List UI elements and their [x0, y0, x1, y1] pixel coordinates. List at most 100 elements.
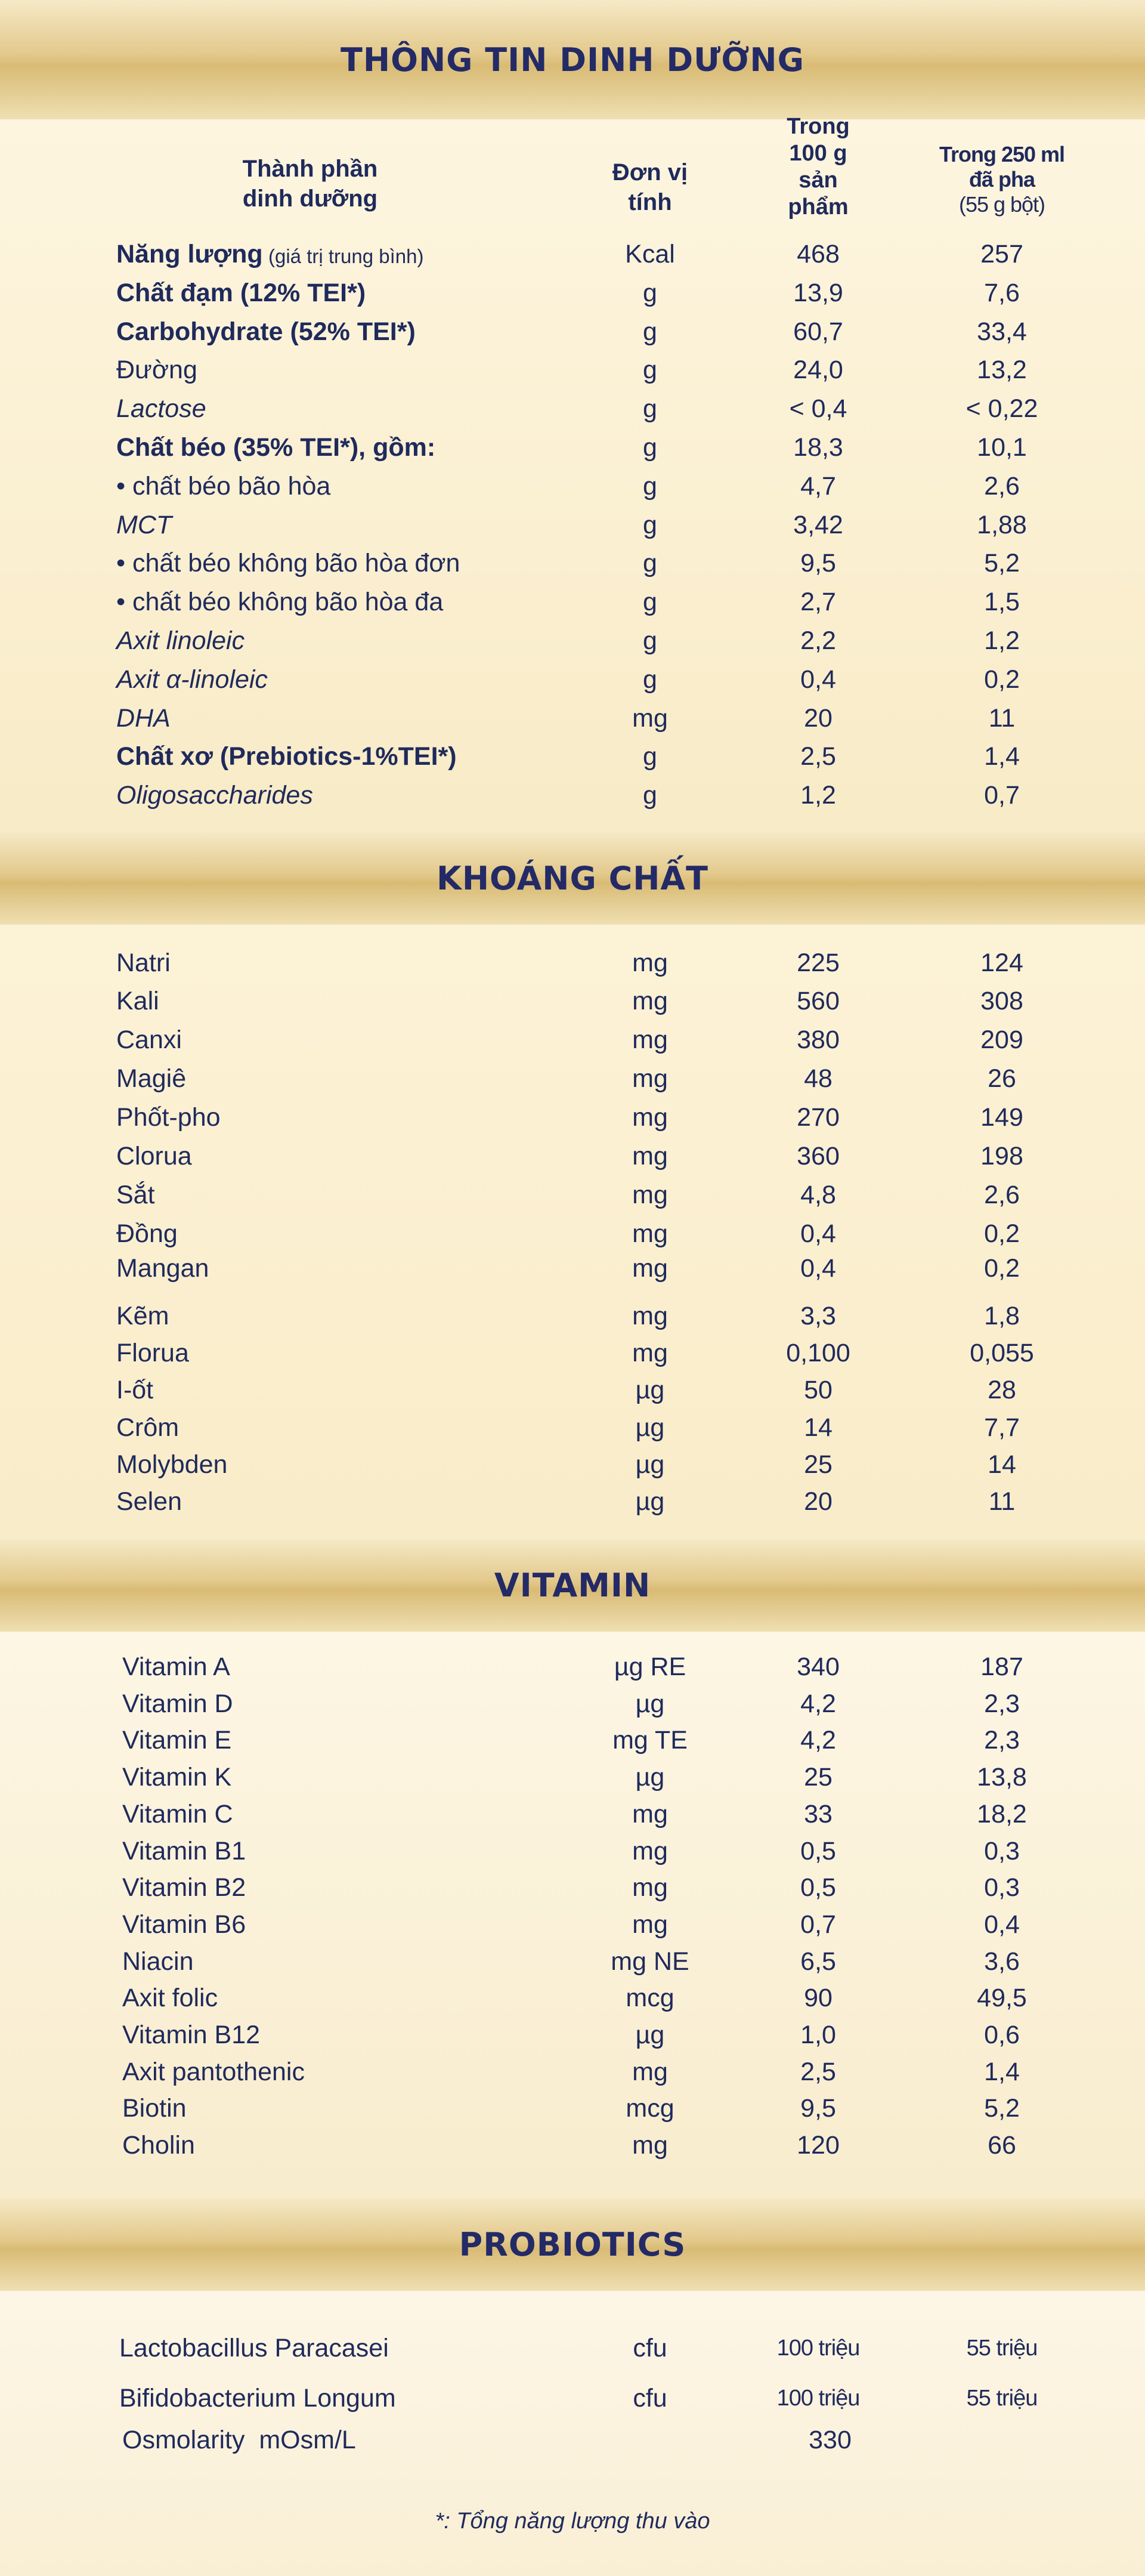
table-row: Axit folic mcg 90 49,5 — [0, 1981, 1145, 2015]
table-row: Vitamin B6 mg 0,7 0,4 — [0, 1908, 1145, 1941]
section-band-vitamins: VITAMIN — [0, 1539, 1145, 1632]
section-band-minerals: KHOÁNG CHẤT — [0, 832, 1145, 925]
table-row: Phốt-pho mg 270 149 — [0, 1101, 1145, 1134]
table-row: Florua mg 0,100 0,055 — [0, 1336, 1145, 1370]
table-row: Biotin mcg 9,5 5,2 — [0, 2092, 1145, 2125]
nutrient-name: Lactobacillus Paracasei — [119, 2334, 389, 2362]
section-title: VITAMIN — [494, 1567, 651, 1604]
nutrient-name: Florua — [116, 1339, 189, 1367]
nutrient-name: MCT — [116, 510, 172, 539]
section-band-main: THÔNG TIN DINH DƯỠNG — [0, 0, 1145, 119]
nutrition-panel — [0, 119, 1145, 832]
nutrient-name: I-ốt — [116, 1376, 154, 1404]
table-row: Kẽm mg 3,3 1,8 — [0, 1299, 1145, 1333]
nutrient-name: Năng lượng — [116, 240, 263, 268]
nutrient-name: Natri — [116, 949, 171, 977]
nutrient-name: Kali — [116, 987, 159, 1015]
table-row: Clorua mg 360 198 — [0, 1139, 1145, 1173]
nutrient-name: Đồng — [116, 1219, 178, 1248]
nutrient-name: Vitamin B6 — [122, 1910, 246, 1939]
header-per250ml: Trong 250 ml đã pha (55 g bột) — [939, 142, 1065, 217]
osmolarity-row: Osmolarity mOsm/L 330 — [0, 2423, 1145, 2457]
table-row: Chất xơ (Prebiotics-1%TEI*) g 2,5 1,4 — [0, 740, 1145, 773]
nutrient-name: Magiê — [116, 1064, 187, 1093]
nutrient-name: Đường — [116, 356, 197, 385]
table-row: Axit α-linoleic g 0,4 0,2 — [0, 663, 1145, 696]
nutrient-name: Sắt — [116, 1181, 155, 1209]
nutrient-name: Vitamin E — [122, 1726, 232, 1755]
probiotics-panel — [0, 2291, 1145, 2576]
table-row: Molybden µg 25 14 — [0, 1448, 1145, 1481]
table-row: Chất béo (35% TEI*), gồm: g 18,3 10,1 — [0, 431, 1145, 464]
nutrient-name: Vitamin A — [122, 1653, 230, 1681]
table-row: Axit linoleic g 2,2 1,2 — [0, 624, 1145, 657]
table-row: • chất béo bão hòa g 4,7 2,6 — [0, 470, 1145, 503]
nutrient-name: Vitamin C — [122, 1799, 233, 1828]
section-title: PROBIOTICS — [459, 2226, 686, 2263]
nutrient-name: Niacin — [122, 1947, 194, 1976]
nutrient-name: Phốt-pho — [116, 1103, 221, 1132]
nutrient-name: Vitamin B12 — [122, 2021, 261, 2049]
table-row: Lactobacillus Paracasei cfu 100 triệu 55 tr… — [0, 2331, 1145, 2365]
table-row: Sắt mg 4,8 2,6 — [0, 1178, 1145, 1212]
osmolarity-label: Osmolarity mOsm/L — [122, 2426, 356, 2454]
nutrient-name: • chất béo không bão hòa đa — [116, 588, 444, 617]
table-row: Axit pantothenic mg 2,5 1,4 — [0, 2055, 1145, 2089]
header-per100g: Trong 100 g sản phẩm — [787, 114, 850, 220]
nutrient-name: Vitamin K — [122, 1763, 232, 1792]
nutrient-name: Kẽm — [116, 1302, 169, 1330]
table-row: MCT g 3,42 1,88 — [0, 508, 1145, 542]
table-row: Cholin mg 120 66 — [0, 2129, 1145, 2162]
table-row: I-ốt µg 50 28 — [0, 1373, 1145, 1407]
table-row: Crôm µg 14 7,7 — [0, 1411, 1145, 1444]
nutrient-name: DHA — [116, 703, 171, 733]
nutrient-name: Vitamin D — [122, 1689, 233, 1718]
table-row: Oligosaccharides g 1,2 0,7 — [0, 779, 1145, 812]
vitamins-panel — [0, 1632, 1145, 2198]
table-row: • chất béo không bão hòa đơn g 9,5 5,2 — [0, 546, 1145, 580]
nutrient-name: Cholin — [122, 2131, 195, 2160]
nutrient-name: Axit pantothenic — [122, 2057, 305, 2086]
table-row: Vitamin B2 mg 0,5 0,3 — [0, 1871, 1145, 1904]
table-row: Chất đạm (12% TEI*) g 13,9 7,6 — [0, 276, 1145, 310]
table-row: • chất béo không bão hòa đa g 2,7 1,5 — [0, 585, 1145, 619]
nutrient-name: Mangan — [116, 1254, 209, 1283]
nutrient-name: Chất đạm (12% TEI*) — [116, 278, 366, 307]
nutrient-note: (giá trị trung bình) — [268, 245, 424, 267]
table-row: Mangan mg 0,4 0,2 — [0, 1252, 1145, 1285]
nutrient-name: • chất béo không bão hòa đơn — [116, 549, 460, 578]
nutrient-name: Vitamin B1 — [122, 1836, 246, 1865]
table-row: Magiê mg 48 26 — [0, 1062, 1145, 1095]
nutrient-name: Chất xơ (Prebiotics-1%TEI*) — [116, 742, 457, 771]
nutrient-name: Lactose — [116, 394, 206, 424]
table-row: Năng lượng (giá trị trung bình) Kcal 468 257 — [0, 237, 1145, 271]
nutrient-name: Bifidobacterium Longum — [119, 2384, 396, 2413]
table-row: Vitamin B12 µg 1,0 0,6 — [0, 2018, 1145, 2052]
nutrient-name: Crôm — [116, 1413, 180, 1442]
section-title: KHOÁNG CHẤT — [436, 860, 709, 897]
nutrient-name: Canxi — [116, 1026, 182, 1054]
nutrient-name: Selen — [116, 1487, 182, 1516]
nutrient-name: Oligosaccharides — [116, 781, 313, 810]
nutrient-name: Biotin — [122, 2094, 187, 2123]
section-title: THÔNG TIN DINH DƯỠNG — [341, 41, 804, 79]
section-band-probiotics: PROBIOTICS — [0, 2198, 1145, 2291]
nutrient-name: Clorua — [116, 1142, 192, 1170]
nutrient-name: • chất béo bão hòa — [116, 471, 331, 501]
table-row: Đồng mg 0,4 0,2 — [0, 1217, 1145, 1250]
table-row: Lactose g < 0,4 < 0,22 — [0, 392, 1145, 425]
nutrient-name: Chất béo (35% TEI*), gồm: — [116, 433, 436, 462]
nutrient-name: Axit linoleic — [116, 626, 245, 655]
footnote: *: Tổng năng lượng thu vào — [435, 2509, 710, 2534]
nutrient-name: Axit folic — [122, 1984, 218, 2013]
table-row: Vitamin B1 mg 0,5 0,3 — [0, 1834, 1145, 1868]
table-row: Niacin mg NE 6,5 3,6 — [0, 1945, 1145, 1978]
table-row: Selen µg 20 11 — [0, 1485, 1145, 1518]
nutrient-name: Vitamin B2 — [122, 1873, 246, 1902]
table-row: Đường g 24,0 13,2 — [0, 353, 1145, 387]
header-unit: Đơn vị tính — [612, 159, 688, 215]
nutrient-name: Axit α-linoleic — [116, 665, 268, 694]
